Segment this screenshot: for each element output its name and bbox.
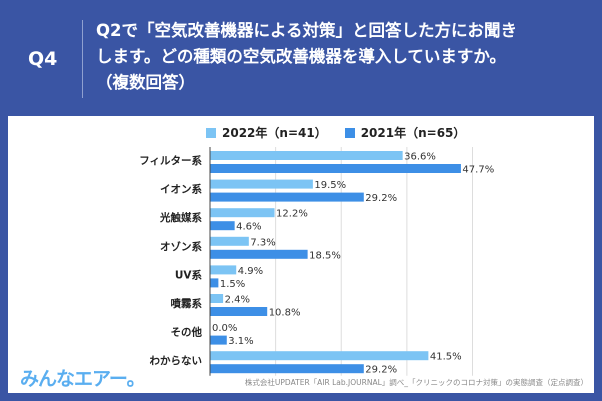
bar	[210, 351, 429, 361]
data-label: 4.9%	[238, 266, 263, 277]
logo: みんなエアー。	[20, 368, 146, 390]
bar	[210, 307, 268, 316]
category-label: 噴霧系	[171, 297, 203, 310]
bar	[210, 151, 403, 160]
bar	[210, 335, 227, 345]
question-line: します。どの種類の空気改善機器を導入していますか。	[96, 47, 507, 66]
data-label: 29.2%	[365, 365, 397, 376]
divider	[82, 20, 83, 98]
legend-swatch	[206, 128, 216, 138]
bar	[210, 265, 237, 275]
data-label: 4.6%	[236, 222, 261, 233]
bar	[210, 221, 235, 231]
bar	[210, 278, 219, 288]
category-label: その他	[171, 326, 203, 339]
data-label: 19.5%	[314, 180, 346, 191]
category-label: 光触媒系	[159, 211, 202, 224]
question-number: Q4	[28, 48, 58, 70]
category-label: UV系	[175, 268, 203, 281]
bar	[210, 364, 364, 374]
bar	[210, 164, 461, 173]
data-label: 2.4%	[225, 295, 250, 306]
data-label: 1.5%	[220, 279, 245, 290]
question-text: Q2で「空気改善機器による対策」と回答した方にお聞き します。どの種類の空気改善…	[96, 18, 586, 96]
category-label: オゾン系	[160, 240, 202, 253]
bar	[210, 179, 313, 189]
data-label: 41.5%	[430, 352, 462, 363]
bar	[210, 208, 275, 218]
question-line: Q2で「空気改善機器による対策」と回答した方にお聞き	[96, 21, 518, 40]
data-label: 18.5%	[309, 250, 341, 261]
source-note: 株式会社UPDATER「AIR Lab.JOURNAL」調べ_「クリニックのコロ…	[244, 378, 588, 387]
data-label: 29.2%	[365, 193, 397, 204]
legend-item-2022: 2022年（n=41）	[206, 124, 327, 141]
data-label: 10.8%	[269, 308, 301, 319]
legend-swatch	[344, 128, 355, 138]
legend-label: 2022年（n=41）	[222, 126, 327, 140]
legend: 2022年（n=41） 2021年（n=65）	[206, 124, 465, 141]
legend-item-2021: 2021年（n=65）	[344, 124, 466, 141]
legend-label: 2021年（n=65）	[360, 126, 466, 140]
category-label: フィルター系	[139, 154, 202, 167]
question-line: （複数回答）	[96, 73, 195, 92]
category-label: イオン系	[160, 183, 202, 196]
bar	[210, 192, 364, 202]
bar	[210, 294, 224, 303]
data-label: 3.1%	[228, 336, 253, 347]
data-label: 7.3%	[250, 237, 275, 248]
data-label: 47.7%	[462, 165, 494, 176]
data-label: 12.2%	[276, 209, 308, 220]
bar	[210, 249, 308, 259]
bar	[210, 236, 249, 246]
category-label: わからない	[150, 355, 203, 367]
data-label: 0.0%	[212, 323, 237, 334]
data-label: 36.6%	[404, 152, 436, 163]
